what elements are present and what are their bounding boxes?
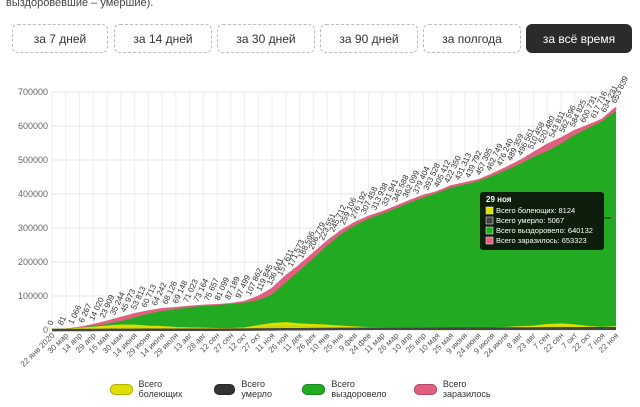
tooltip: 29 ноя Всего болеющих: 8124 Всего умерло… [480,192,611,250]
legend-swatch-recovered [302,383,326,395]
y-tick-label: 400000 [18,189,48,199]
y-tick-label: 600000 [18,121,48,131]
range-button-all-time[interactable]: за всё время [526,24,632,53]
y-tick-label: 300000 [18,223,48,233]
legend-item-ill[interactable]: Всего болеющих [110,379,190,399]
series-infected-line [51,106,617,332]
range-button-half-year[interactable]: за полгода [423,24,521,53]
legend-swatch-ill [110,383,133,395]
range-button-90-days[interactable]: за 90 дней [320,24,418,53]
y-tick-label: 500000 [18,155,48,165]
total-count-label: 0 [46,319,56,327]
range-button-30-days[interactable]: за 30 дней [217,24,315,53]
intro-text: выздоровевшие – умершие). [6,0,154,9]
tooltip-box [480,192,604,250]
tooltip-row-recovered: Всего выздоровело: 640132 [496,226,593,235]
series-recovered-area [52,112,616,331]
legend-item-died[interactable]: Всего умерло [214,379,281,399]
tooltip-row-ill: Всего болеющих: 8124 [496,206,575,215]
series-recovered-line [51,111,617,332]
legend-item-recovered[interactable]: Всего выздоровело [302,379,393,399]
tooltip-row-died: Всего умерло: 5067 [496,216,564,225]
range-button-row: за 7 дней за 14 дней за 30 дней за 90 дн… [12,24,632,54]
total-count-label: 81 [56,314,68,326]
legend-swatch-died [214,383,236,395]
range-button-7-days[interactable]: за 7 дней [12,24,108,53]
tooltip-title: 29 ноя [486,195,512,204]
y-tick-label: 100000 [18,291,48,301]
tooltip-swatch-died [485,216,494,225]
y-tick-label: 700000 [18,87,48,97]
chart-areas [51,106,617,332]
legend-swatch-infected [414,383,437,395]
tooltip-row-infected: Всего заразилось: 653323 [496,236,587,245]
legend-item-infected[interactable]: Всего заразилось [414,379,498,399]
tooltip-swatch-recovered [485,226,494,235]
y-tick-label: 0 [43,325,48,335]
series-died-line [52,327,616,332]
y-tick-label: 200000 [18,257,48,267]
tooltip-swatch-infected [485,236,494,245]
y-axis: 0 100000 200000 300000 400000 500000 600000 700… [18,87,48,335]
range-button-14-days[interactable]: за 14 дней [114,24,212,53]
tooltip-swatch-ill [485,206,494,215]
